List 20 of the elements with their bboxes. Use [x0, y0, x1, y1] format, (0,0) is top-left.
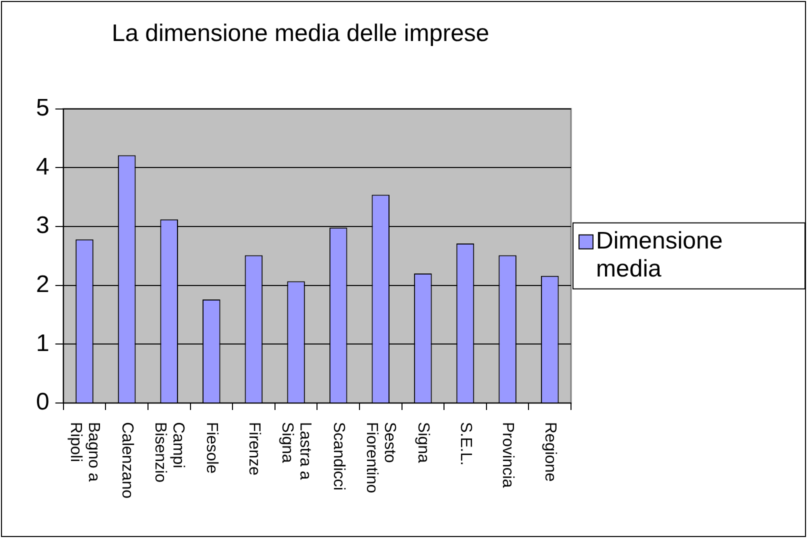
x-tick-label: Signa [414, 422, 432, 464]
x-tick-label: Provincia [499, 422, 516, 488]
x-tick-label: Lastra a Signa [278, 422, 314, 480]
chart-title: La dimensione media delle imprese [112, 20, 490, 48]
y-tick-label: 2 [36, 270, 50, 298]
x-tick-label: S.E.L. [456, 422, 474, 466]
x-tick-label: Scandicci [330, 422, 347, 490]
x-tick-label: Campi Bisenzio [152, 422, 187, 483]
x-tick-label: Calenzano [118, 422, 136, 499]
x-tick-label: Bagno a Ripoli [67, 422, 102, 482]
legend-label: Dimensione media [596, 228, 723, 283]
x-tick-label: Regione [541, 422, 558, 482]
y-tick-label: 5 [36, 94, 50, 122]
x-tick-label: Firenze [245, 422, 262, 476]
y-tick-label: 3 [36, 212, 50, 240]
y-tick-label: 4 [36, 153, 50, 180]
y-tick-label: 0 [36, 388, 50, 416]
x-tick-label: Fiesole [203, 422, 220, 474]
x-tick-label: Sesto Fiorentino [363, 422, 398, 494]
y-tick-label: 1 [36, 330, 50, 357]
